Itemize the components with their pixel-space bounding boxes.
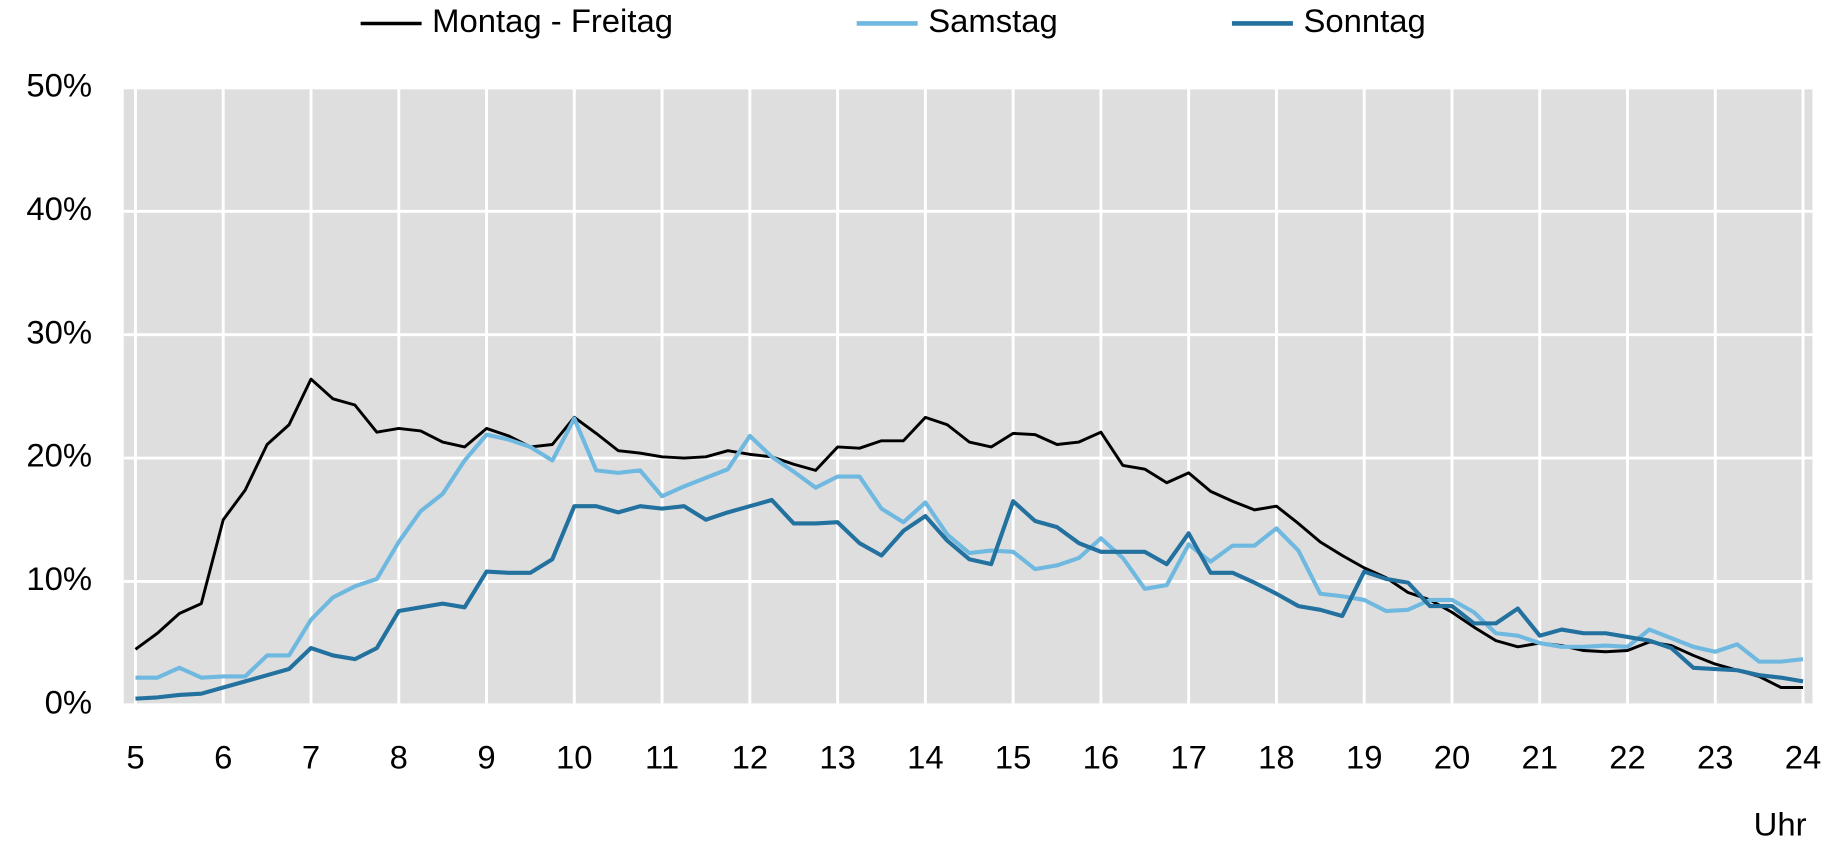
y-tick-label: 40% [26,190,92,227]
legend-label: Samstag [928,2,1058,39]
x-tick-label: 23 [1697,739,1734,776]
x-tick-label: 7 [302,739,320,776]
x-tick-label: 18 [1258,739,1295,776]
x-axis-label: Uhr [1754,805,1807,842]
x-tick-label: 14 [907,739,944,776]
x-tick-label: 16 [1083,739,1120,776]
x-tick-label: 24 [1785,739,1822,776]
x-tick-label: 17 [1170,739,1207,776]
y-tick-label: 20% [26,437,92,474]
x-tick-label: 21 [1521,739,1558,776]
y-tick-label: 10% [26,560,92,597]
x-tick-label: 22 [1609,739,1646,776]
data-line [134,377,1804,689]
x-tick-label: 8 [390,739,408,776]
x-tick-label: 10 [556,739,593,776]
x-tick-label: 11 [645,739,679,776]
y-tick-label: 0% [45,683,92,720]
data-line [135,416,1804,680]
x-tick-label: 5 [126,739,144,776]
x-tick-label: 13 [819,739,856,776]
y-tick-label: 30% [26,313,92,350]
x-tick-label: 19 [1346,739,1383,776]
x-tick-label: 6 [214,739,232,776]
legend-label: Montag - Freitag [432,2,673,39]
legend-label: Sonntag [1303,2,1425,39]
x-tick-label: 9 [477,739,495,776]
data-line [135,497,1804,701]
x-tick-label: 20 [1434,739,1471,776]
x-tick-label: 12 [732,739,769,776]
x-tick-label: 15 [995,739,1032,776]
y-tick-label: 50% [26,67,92,104]
plot-area [123,87,1813,705]
